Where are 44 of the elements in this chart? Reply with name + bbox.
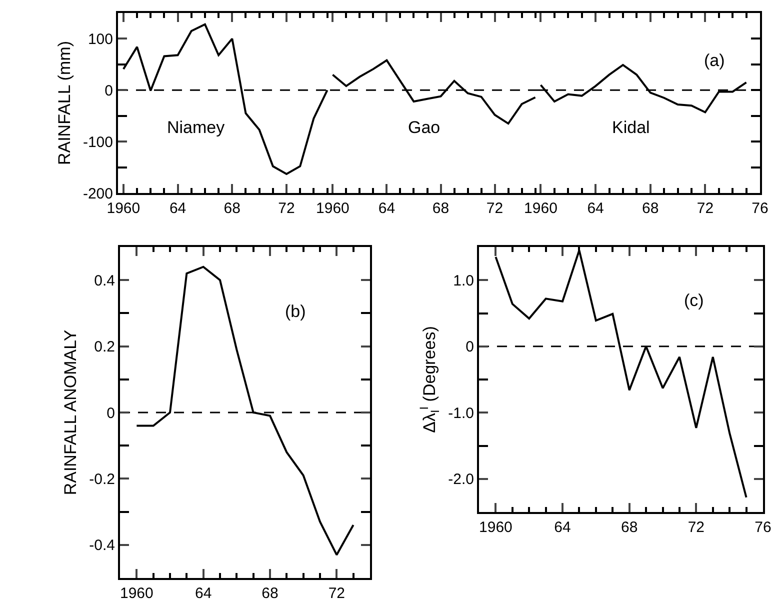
y-tick-label: -2.0: [448, 471, 474, 488]
annotation: Niamey: [167, 118, 226, 137]
x-tick-label: 68: [642, 200, 659, 217]
y-tick-label: -0.2: [89, 470, 115, 488]
annotation: Gao: [408, 118, 440, 137]
line-series: [122, 23, 328, 175]
y-axis-title: RAINFALL ANOMALY: [61, 330, 80, 496]
y-axis-title: RAINFALL (mm): [55, 40, 74, 166]
x-tick-label: 64: [587, 200, 604, 217]
y-tick-label: 1.0: [453, 272, 474, 290]
annotation: (b): [285, 302, 306, 321]
y-tick-label: -1.0: [448, 404, 474, 422]
y-tick-label: 0: [466, 338, 474, 356]
x-tick-label: 68: [262, 585, 278, 602]
x-tick-label: 72: [486, 200, 504, 217]
y-tick-label: -100: [82, 134, 113, 151]
y-tick-label: -0.4: [89, 537, 115, 554]
annotation: Kidal: [612, 118, 650, 137]
x-tick-label: 76: [752, 200, 768, 217]
x-tick-label: 72: [688, 519, 705, 536]
x-tick-label: 64: [378, 200, 396, 217]
y-tick-label: 0.2: [94, 338, 115, 356]
x-tick-label: 72: [278, 200, 295, 217]
annotation: (c): [684, 291, 704, 310]
x-tick-label: 76: [754, 519, 772, 536]
y-tick-label: 100: [88, 30, 113, 48]
x-tick-label: 68: [621, 519, 638, 536]
x-tick-label: 1960: [524, 200, 558, 217]
y-tick-label: -200: [82, 185, 113, 202]
annotation: (a): [704, 51, 725, 70]
x-tick-label: 72: [328, 585, 346, 602]
x-tick-label: 64: [169, 200, 186, 217]
x-tick-label: 1960: [316, 200, 350, 217]
x-tick-label: 64: [554, 519, 571, 536]
x-tick-label: 1960: [120, 585, 154, 602]
x-tick-label: 68: [432, 200, 450, 217]
x-tick-label: 1960: [479, 519, 512, 536]
x-tick-label: 1960: [106, 200, 140, 217]
x-tick-label: 64: [194, 585, 212, 602]
x-tick-label: 72: [696, 200, 714, 217]
x-tick-label: 68: [224, 200, 240, 217]
y-tick-label: 0.4: [94, 272, 115, 290]
y-tick-label: 0: [104, 82, 113, 100]
y-tick-label: 0: [106, 404, 115, 422]
